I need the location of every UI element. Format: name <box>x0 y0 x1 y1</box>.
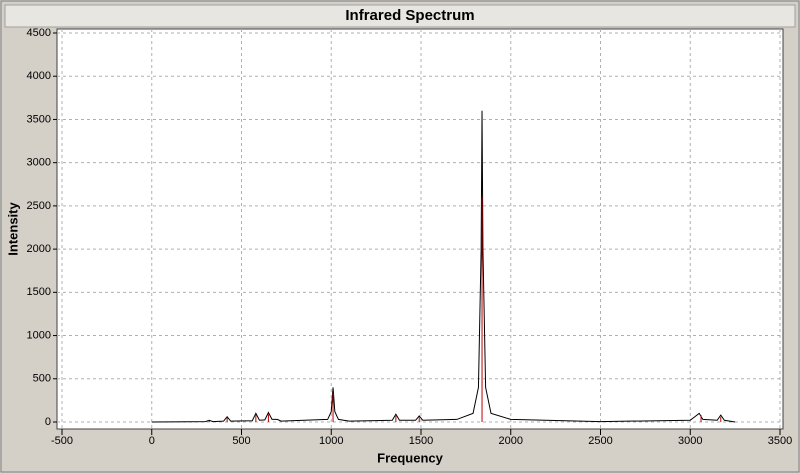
y-tick-label: 0 <box>45 416 51 428</box>
x-tick-label: 2000 <box>499 435 523 447</box>
y-tick-label: 3500 <box>27 113 51 125</box>
y-tick-label: 2000 <box>27 243 51 255</box>
y-tick-label: 500 <box>33 373 51 385</box>
chart-title: Infrared Spectrum <box>345 7 474 24</box>
y-tick-label: 4500 <box>27 27 51 39</box>
x-tick-label: 1500 <box>409 435 433 447</box>
plot-area <box>56 28 784 430</box>
y-tick-label: 2500 <box>27 200 51 212</box>
y-axis-label: Intensity <box>5 202 20 256</box>
x-tick-label: 500 <box>232 435 250 447</box>
x-tick-label: -500 <box>51 435 73 447</box>
x-tick-label: 3000 <box>678 435 702 447</box>
spectrum-line <box>151 110 736 423</box>
y-tick-label: 1500 <box>27 286 51 298</box>
x-axis-label: Frequency <box>377 450 444 465</box>
x-tick-label: 0 <box>149 435 155 447</box>
x-tick-label: 1000 <box>319 435 343 447</box>
x-tick-label: 2500 <box>588 435 612 447</box>
y-tick-label: 1000 <box>27 329 51 341</box>
y-tick-label: 4000 <box>27 70 51 82</box>
y-tick-label: 3000 <box>27 157 51 169</box>
x-tick-label: 3500 <box>768 435 792 447</box>
title-bar <box>4 4 796 28</box>
